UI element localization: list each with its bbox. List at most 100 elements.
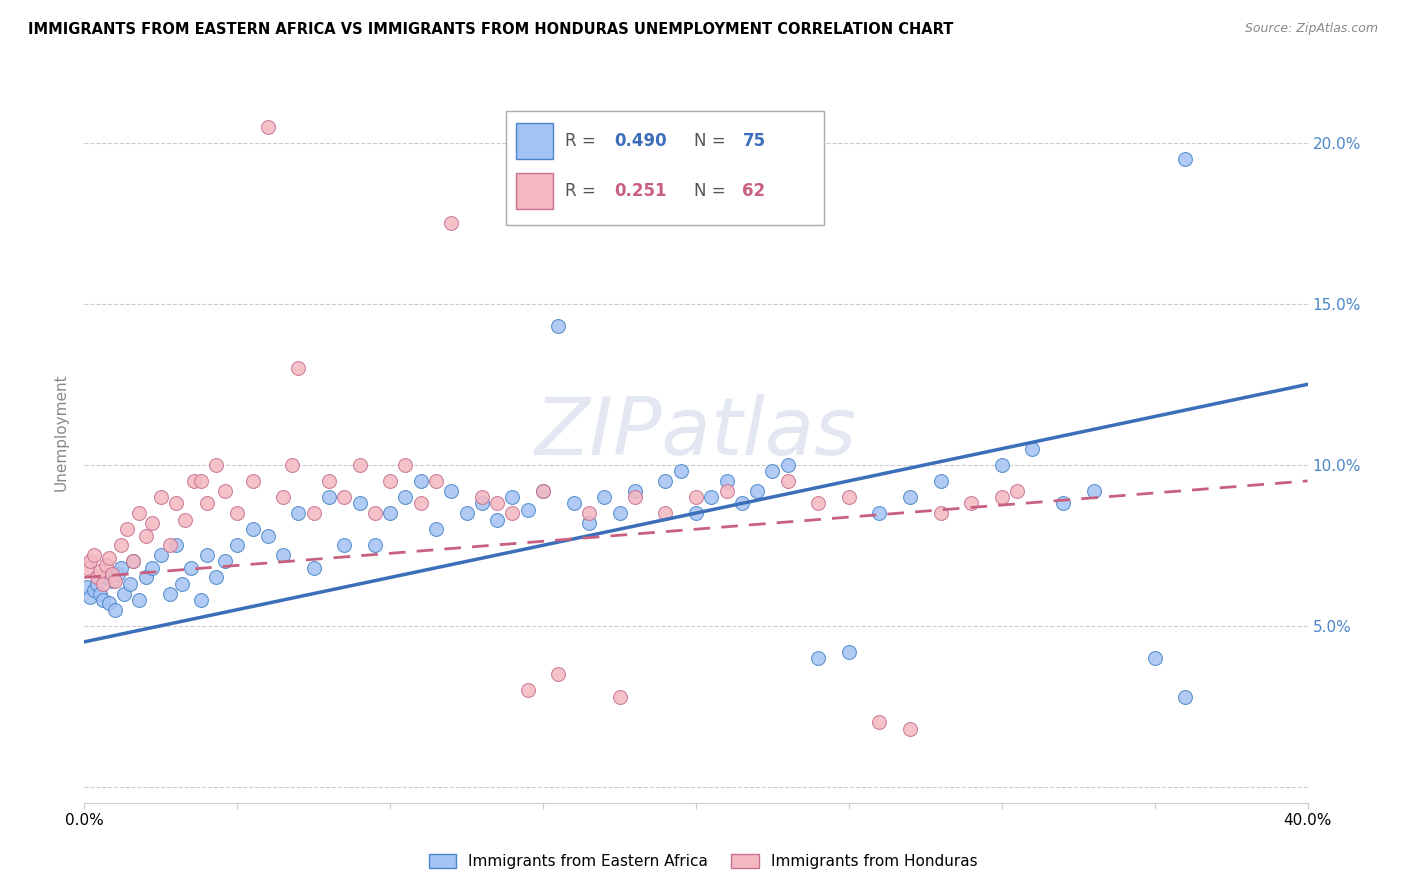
Point — [128, 593, 150, 607]
Text: R =: R = — [565, 182, 606, 201]
Point — [79, 554, 101, 568]
Point — [409, 496, 432, 510]
Point — [929, 474, 952, 488]
Text: Source: ZipAtlas.com: Source: ZipAtlas.com — [1244, 22, 1378, 36]
Point — [76, 580, 98, 594]
Point — [394, 458, 416, 472]
Point — [364, 506, 387, 520]
Point — [271, 490, 294, 504]
Point — [776, 474, 799, 488]
Point — [531, 483, 554, 498]
Point — [578, 506, 600, 520]
Point — [502, 490, 524, 504]
Point — [669, 464, 692, 478]
Point — [122, 554, 145, 568]
Point — [172, 577, 194, 591]
Point — [869, 506, 891, 520]
Point — [1174, 690, 1197, 704]
Point — [112, 586, 135, 600]
Point — [991, 490, 1014, 504]
Point — [807, 651, 830, 665]
Point — [159, 586, 181, 600]
Point — [898, 490, 921, 504]
Point — [165, 496, 187, 510]
Point — [76, 561, 98, 575]
Point — [747, 483, 769, 498]
Legend: Immigrants from Eastern Africa, Immigrants from Honduras: Immigrants from Eastern Africa, Immigran… — [422, 848, 984, 875]
Point — [97, 551, 120, 566]
Point — [502, 506, 524, 520]
Point — [761, 464, 783, 478]
Point — [190, 474, 212, 488]
Point — [776, 458, 799, 472]
Point — [83, 583, 105, 598]
Point — [91, 577, 114, 591]
Point — [486, 512, 509, 526]
Point — [685, 506, 707, 520]
Point — [89, 564, 111, 578]
Point — [700, 490, 723, 504]
Point — [302, 561, 325, 575]
Point — [141, 561, 163, 575]
Point — [409, 474, 432, 488]
Point — [547, 667, 569, 681]
Point — [838, 490, 860, 504]
Point — [149, 490, 172, 504]
Point — [287, 361, 309, 376]
Point — [110, 561, 132, 575]
Point — [547, 319, 569, 334]
Point — [195, 548, 218, 562]
Point — [578, 516, 600, 530]
Point — [302, 506, 325, 520]
Point — [104, 574, 127, 588]
Point — [685, 490, 707, 504]
Point — [991, 458, 1014, 472]
Point — [654, 506, 676, 520]
Point — [654, 474, 676, 488]
Point — [97, 596, 120, 610]
Point — [89, 586, 111, 600]
Point — [83, 548, 105, 562]
Point — [380, 506, 402, 520]
Point — [190, 593, 212, 607]
Point — [333, 490, 356, 504]
Point — [86, 577, 108, 591]
Point — [226, 538, 249, 552]
Bar — [516, 173, 553, 209]
Point — [898, 722, 921, 736]
Point — [86, 570, 108, 584]
Point — [115, 522, 138, 536]
Text: 0.490: 0.490 — [614, 132, 666, 150]
Point — [107, 567, 129, 582]
FancyBboxPatch shape — [506, 111, 824, 226]
Point — [624, 483, 647, 498]
Point — [333, 538, 356, 552]
Point — [110, 538, 132, 552]
Text: R =: R = — [565, 132, 602, 150]
Point — [242, 474, 264, 488]
Point — [394, 490, 416, 504]
Point — [287, 506, 309, 520]
Point — [257, 528, 280, 542]
Point — [471, 490, 494, 504]
Point — [349, 496, 371, 510]
Point — [349, 458, 371, 472]
Point — [79, 590, 101, 604]
Point — [205, 570, 228, 584]
Point — [214, 554, 236, 568]
Point — [1052, 496, 1074, 510]
Point — [1174, 152, 1197, 166]
Point — [929, 506, 952, 520]
Y-axis label: Unemployment: Unemployment — [53, 374, 69, 491]
Text: 75: 75 — [742, 132, 766, 150]
Point — [716, 474, 738, 488]
Point — [869, 715, 891, 730]
Point — [91, 593, 114, 607]
Point — [1021, 442, 1043, 456]
Point — [271, 548, 294, 562]
Point — [624, 490, 647, 504]
Point — [486, 496, 509, 510]
Point — [456, 506, 478, 520]
Point — [440, 216, 463, 230]
Point — [516, 503, 538, 517]
